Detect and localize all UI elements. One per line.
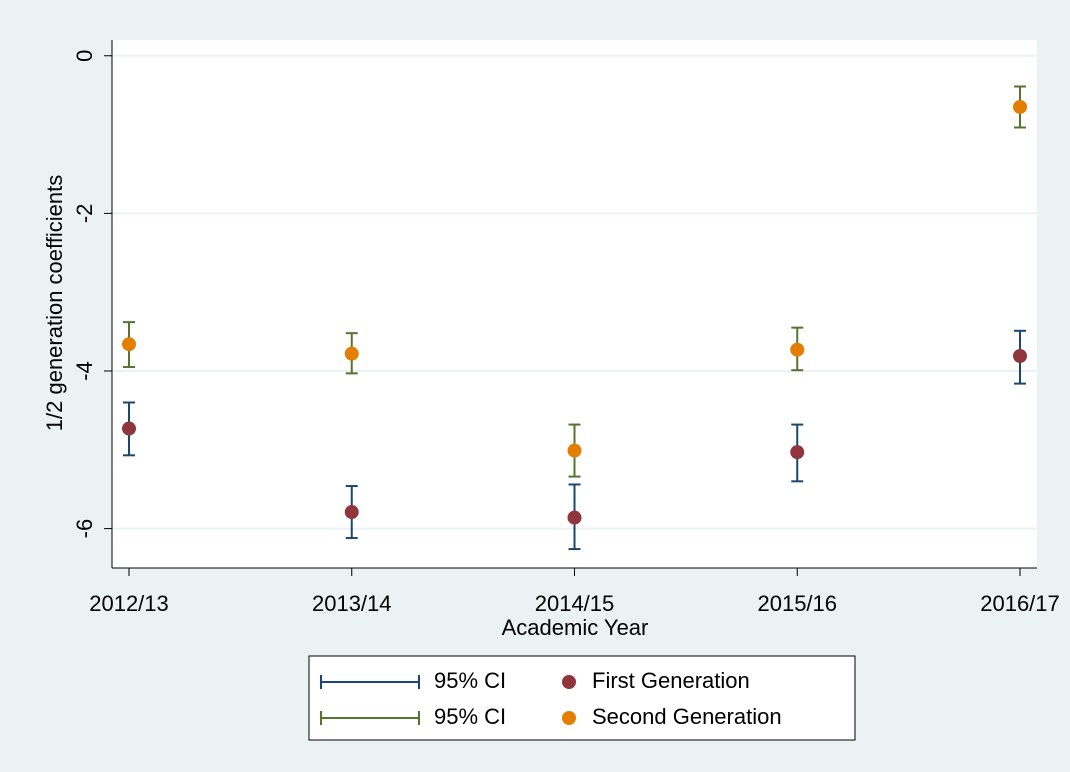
point — [344, 505, 359, 520]
x-tick-label: 2016/17 — [980, 591, 1060, 616]
legend-label: First Generation — [592, 668, 750, 693]
point — [1013, 349, 1027, 364]
legend-label: Second Generation — [592, 704, 782, 729]
y-axis-title: 1/2 generation coefficients — [42, 175, 67, 431]
x-tick-label: 2013/14 — [312, 591, 392, 616]
x-tick-label: 2014/15 — [535, 591, 615, 616]
point — [567, 510, 582, 525]
x-tick-label: 2012/13 — [89, 591, 169, 616]
legend-marker — [562, 675, 576, 689]
point — [122, 421, 136, 436]
point — [122, 337, 136, 352]
point — [790, 445, 805, 460]
y-tick-label: -6 — [72, 519, 97, 539]
plot-area — [112, 40, 1037, 568]
x-tick-label: 2015/16 — [757, 591, 837, 616]
point — [1013, 99, 1027, 114]
x-axis-title: Academic Year — [502, 615, 649, 640]
point — [567, 443, 582, 458]
y-tick-label: -2 — [72, 204, 97, 224]
point — [790, 342, 805, 357]
legend — [308, 655, 856, 741]
legend-marker — [562, 711, 576, 725]
point — [344, 346, 359, 361]
legend-label: 95% CI — [434, 668, 506, 693]
legend-label: 95% CI — [434, 704, 506, 729]
y-tick-label: -4 — [72, 361, 97, 381]
y-tick-label: 0 — [72, 50, 97, 62]
